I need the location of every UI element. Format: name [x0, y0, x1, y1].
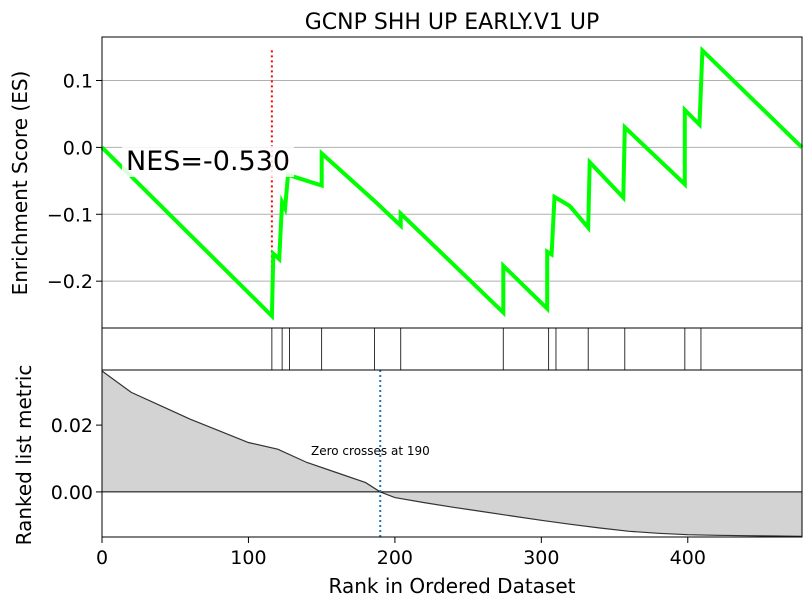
hit-bars: [271, 328, 702, 370]
x-axis-label: Rank in Ordered Dataset: [329, 574, 576, 598]
es-y-ticks: −0.2 −0.1 0.0 0.1: [47, 70, 102, 293]
metric-y-ticks: 0.00 0.02: [51, 415, 102, 504]
es-y-tick-label: −0.1: [47, 204, 93, 226]
x-tick-label: 200: [377, 547, 413, 569]
x-tick-label: 100: [230, 547, 266, 569]
es-y-tick-label: 0.1: [63, 70, 93, 92]
metric-curve: [101, 370, 803, 537]
metric-y-tick-label: 0.02: [51, 415, 93, 437]
x-tick-label: 0: [96, 547, 108, 569]
metric-x-ticks: 0 100 200 300 400: [96, 537, 706, 569]
metric-y-axis-label: Ranked list metric: [12, 365, 36, 546]
nes-label-background: [122, 146, 295, 177]
es-curve: [100, 45, 804, 321]
es-y-tick-label: −0.2: [47, 271, 93, 293]
es-y-axis-label: Enrichment Score (ES): [8, 71, 32, 296]
es-y-tick-label: 0.0: [63, 137, 93, 159]
zero-cross-annotation: Zero crosses at 190: [311, 444, 430, 458]
metric-panel-frame: [101, 369, 803, 538]
nes-annotation: NES=-0.530: [126, 146, 290, 177]
x-tick-label: 300: [523, 547, 559, 569]
metric-y-tick-label: 0.00: [51, 482, 93, 504]
metric-area: [102, 371, 802, 537]
hits-panel-frame: [101, 327, 803, 371]
x-tick-label: 400: [670, 547, 706, 569]
chart-title: GCNP SHH UP EARLY.V1 UP: [305, 10, 600, 35]
